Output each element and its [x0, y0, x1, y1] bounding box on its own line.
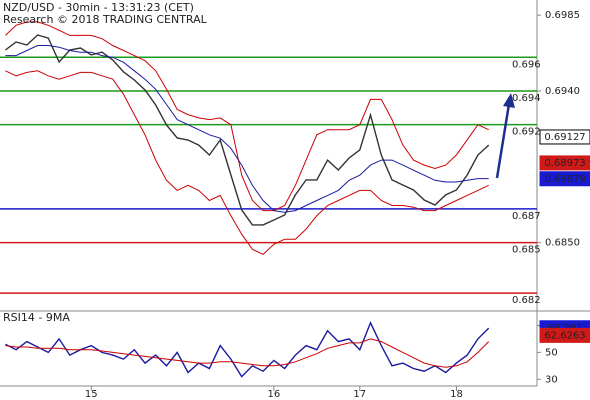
series-line: [5, 338, 490, 368]
price-tag-label: 62.6263: [544, 330, 585, 341]
panel-title: RSI14 - 9MA: [3, 311, 70, 324]
level-label: 0.682: [512, 295, 541, 306]
level-label: 0.694: [512, 93, 541, 104]
series-line: [5, 21, 489, 212]
series-line: [5, 45, 489, 213]
x-tick-label: 18: [450, 389, 463, 400]
series-line: [4, 34, 490, 226]
forecast-arrowhead: [503, 93, 515, 108]
price-tag: [539, 129, 590, 145]
level-label: 0.685: [512, 245, 541, 256]
y-tick-label: 50: [545, 347, 558, 358]
price-tag: [539, 155, 590, 171]
x-tick-label: 17: [353, 389, 366, 400]
forecast-arrow: [495, 103, 511, 179]
y-tick-label: 0.6850: [545, 238, 580, 249]
series-line: [5, 321, 490, 378]
series-line: [5, 70, 489, 255]
level-label: 0.696: [512, 59, 541, 70]
price-tag-label: 0.68879: [544, 174, 585, 185]
level-label: 0.692: [512, 127, 541, 138]
y-tick-label: 0.6985: [545, 10, 580, 21]
price-tag-label: 0.69127: [544, 132, 585, 143]
x-tick-label: 15: [85, 389, 98, 400]
y-tick-label: 0.6940: [545, 86, 580, 97]
price-tag-label: 0.68973: [544, 158, 585, 169]
price-tag: [539, 171, 590, 187]
x-tick-label: 16: [268, 389, 281, 400]
level-label: 0.687: [512, 211, 541, 222]
chart-title: NZD/USD - 30min - 13:31:23 (CET): [3, 1, 194, 14]
chart-subtitle: Research © 2018 TRADING CENTRAL: [3, 13, 208, 26]
y-tick-label: 30: [545, 374, 558, 385]
plot: [0, 21, 537, 378]
price-tag: [539, 327, 590, 343]
